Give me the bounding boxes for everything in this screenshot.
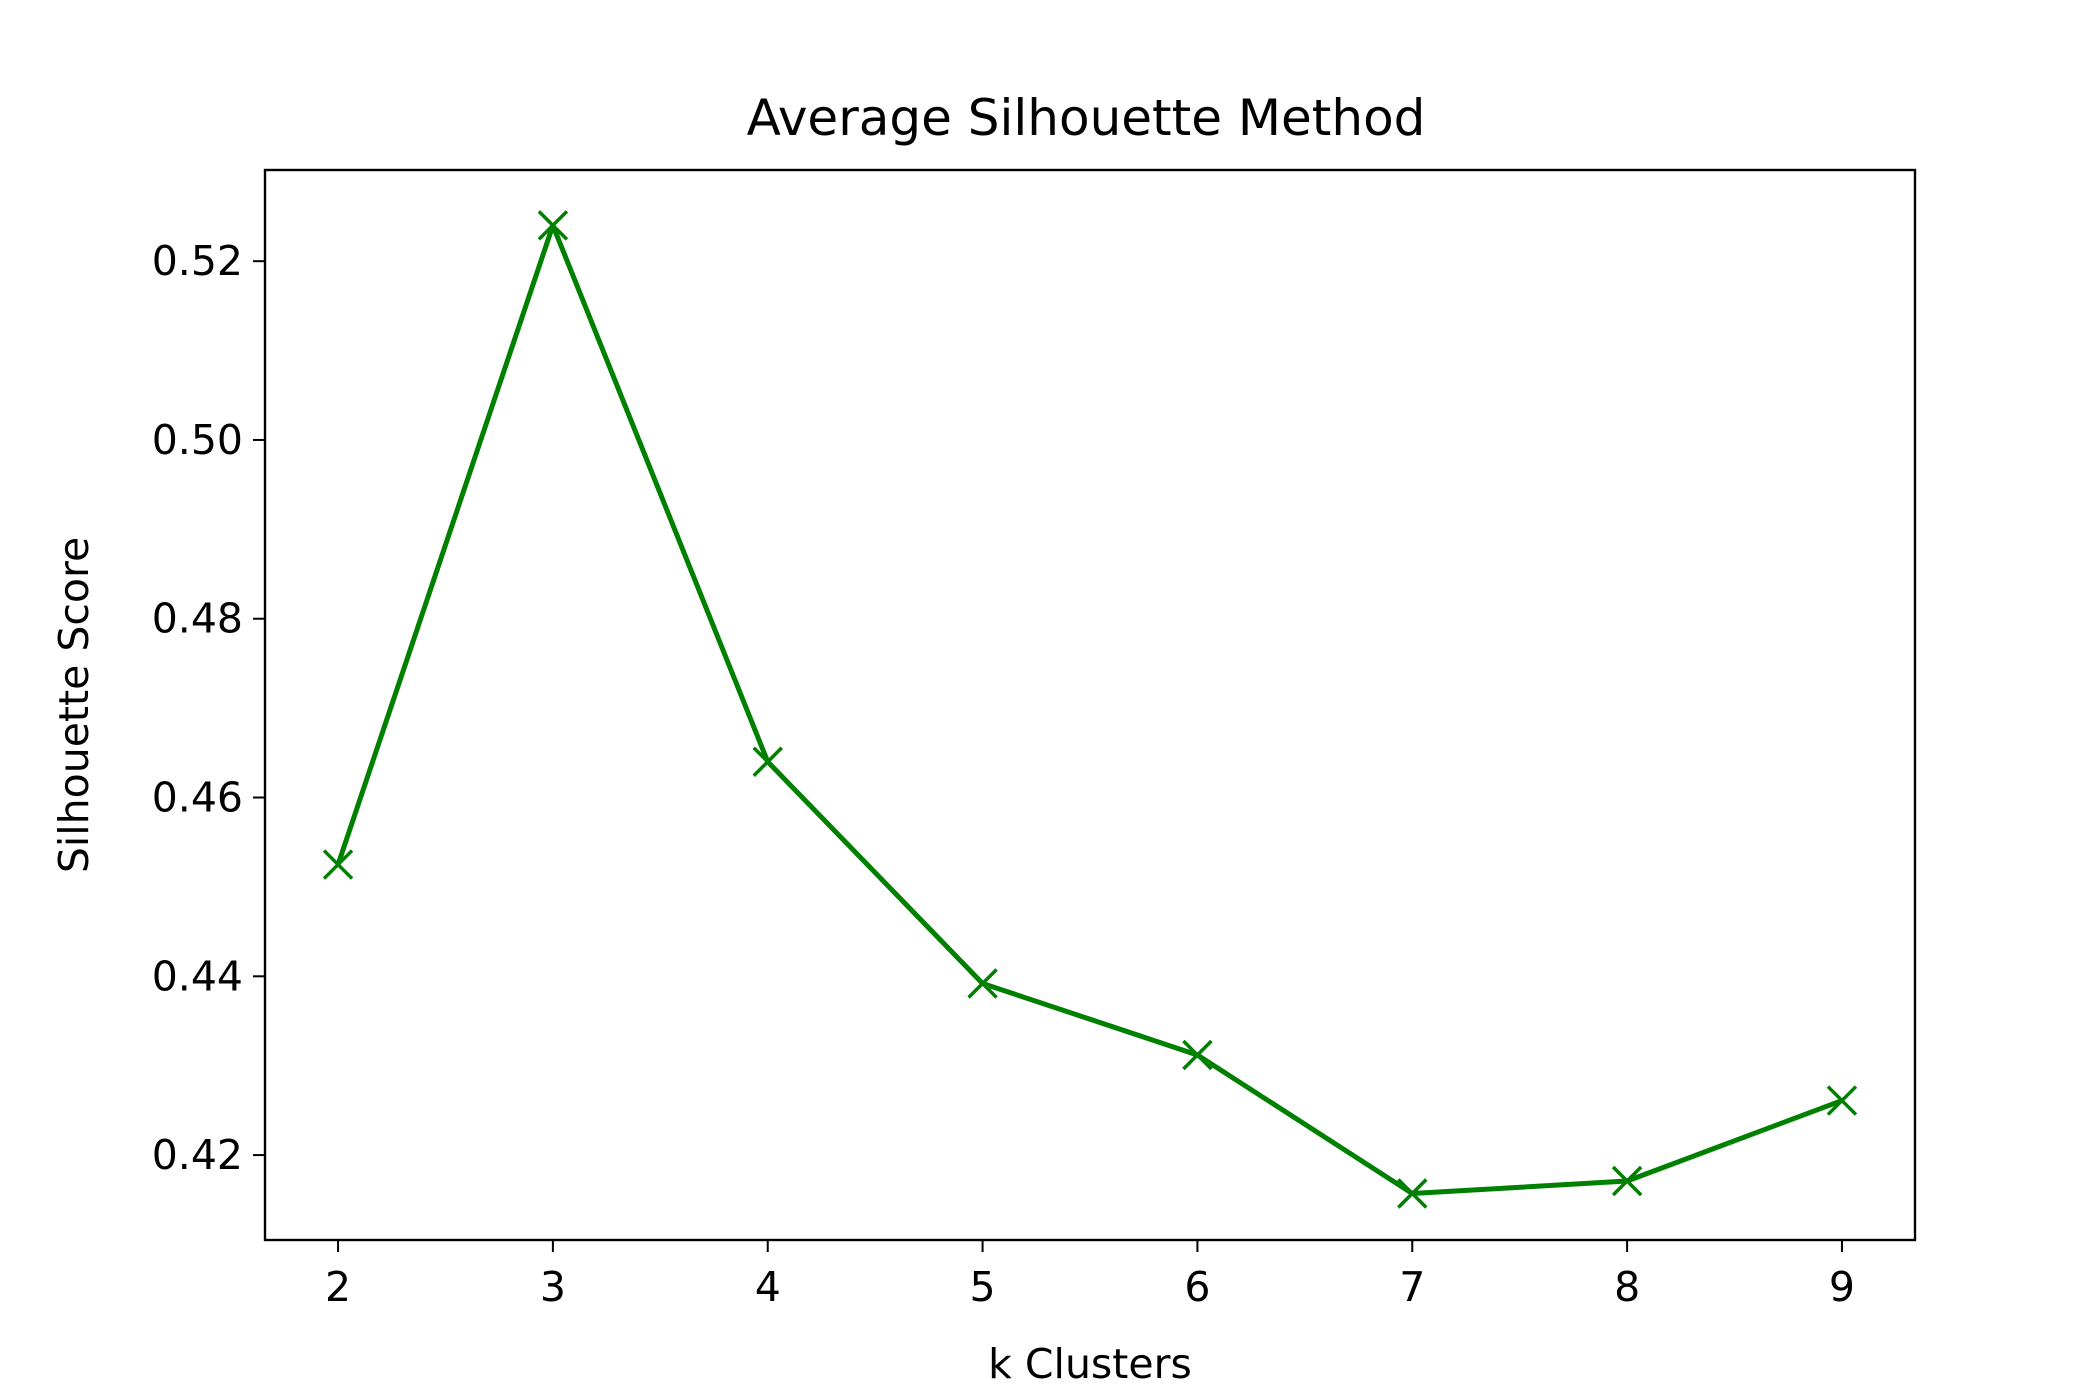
x-tick-label: 9: [1829, 1263, 1855, 1311]
x-tick-label: 4: [755, 1263, 781, 1311]
data-point-marker: [1182, 1039, 1213, 1071]
data-point-marker: [322, 849, 354, 880]
data-point-marker: [1397, 1178, 1428, 1209]
x-tick-label: 2: [325, 1263, 351, 1311]
x-axis: 2 3 4 5 6 7 8 9: [325, 1240, 1855, 1311]
y-tick-label: 0.50: [152, 416, 243, 464]
y-tick-label: 0.46: [152, 774, 243, 822]
x-tick-label: 6: [1184, 1263, 1210, 1311]
y-tick-label: 0.44: [152, 952, 243, 1000]
x-tick-label: 5: [970, 1263, 996, 1311]
data-point-marker: [537, 210, 569, 241]
y-tick-label: 0.52: [152, 237, 243, 285]
data-point-marker: [1826, 1085, 1858, 1116]
x-axis-label: k Clusters: [988, 1340, 1192, 1388]
chart-title: Average Silhouette Method: [747, 89, 1426, 147]
series-line: [335, 222, 1843, 1197]
series-group: [322, 210, 1858, 1209]
plot-area: [265, 170, 1915, 1240]
y-axis: 0.42 0.44 0.46 0.48 0.50 0.52: [152, 237, 265, 1179]
y-tick-label: 0.42: [152, 1131, 243, 1179]
y-tick-label: 0.48: [152, 595, 243, 643]
x-tick-label: 3: [540, 1263, 566, 1311]
data-point-marker: [752, 746, 783, 778]
data-point-marker: [967, 968, 998, 999]
x-tick-label: 8: [1614, 1263, 1640, 1311]
plot-background: [265, 170, 1915, 1240]
y-axis-label: Silhouette Score: [50, 537, 98, 873]
x-tick-label: 7: [1399, 1263, 1425, 1311]
plot-frame: [263, 168, 1917, 1242]
data-point-marker: [1611, 1165, 1643, 1197]
